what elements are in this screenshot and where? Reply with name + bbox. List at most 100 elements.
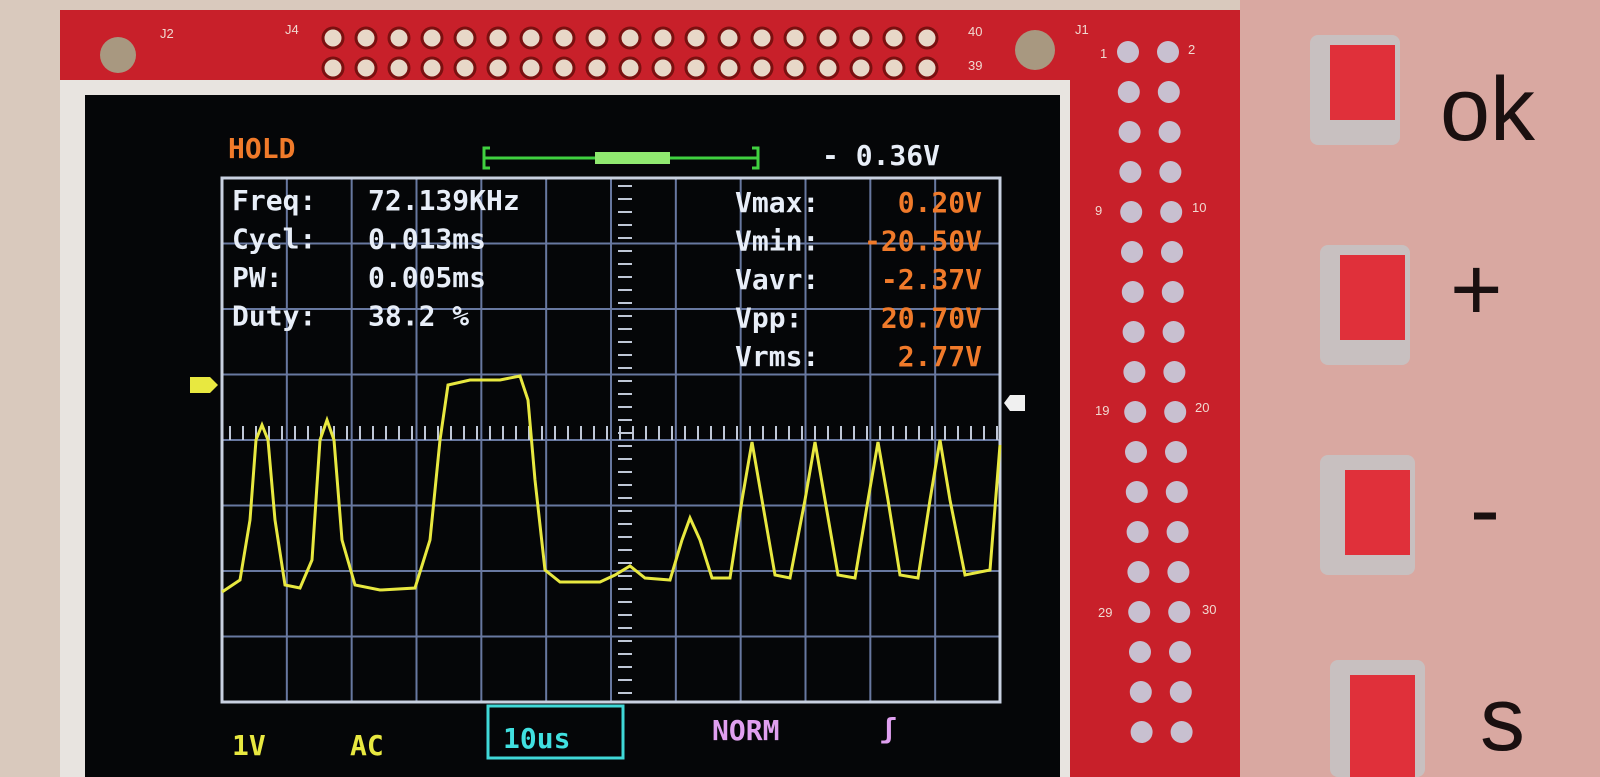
pin: [717, 56, 741, 80]
screw: [100, 37, 136, 73]
pin-header-top: [321, 26, 939, 80]
pin: [1129, 681, 1152, 703]
pin: [1125, 481, 1148, 503]
measure-value: 72.139KHz: [368, 184, 520, 217]
pin: [321, 56, 345, 80]
acrylic-case: [1240, 0, 1600, 777]
pin: [1126, 521, 1149, 543]
trigger-position-bar: [482, 146, 760, 170]
pin: [915, 26, 939, 50]
pin: [651, 26, 675, 50]
pin: [1124, 401, 1147, 423]
board-label: 1: [1100, 46, 1107, 61]
plot-border: [220, 176, 1002, 704]
pin: [1128, 601, 1151, 623]
handwriting: ok: [1440, 60, 1536, 160]
trigger-mode: NORM: [712, 714, 779, 747]
trigger-level: - 0.36V: [822, 139, 940, 172]
board-label: J1: [1075, 22, 1089, 37]
level-marker: [1004, 395, 1025, 411]
measure-value: -2.37V: [881, 263, 982, 296]
measure-value: -20.50V: [864, 225, 982, 258]
measure-value: 20.70V: [881, 302, 982, 335]
measure-value: 2.77V: [898, 340, 982, 373]
pin: [1168, 601, 1191, 623]
pin: [585, 56, 609, 80]
pin: [552, 56, 576, 80]
button-cap: [1345, 470, 1410, 555]
pin: [321, 26, 345, 50]
board-label: 40: [968, 24, 982, 39]
pin: [1117, 41, 1139, 63]
timebase-box[interactable]: [486, 704, 625, 760]
pin: [1164, 401, 1187, 423]
board-label: 2: [1188, 42, 1195, 57]
measure-label: Vrms:: [735, 340, 819, 373]
board-label: 39: [968, 58, 982, 73]
pin: [387, 56, 411, 80]
pin: [816, 26, 840, 50]
pin: [1169, 681, 1192, 703]
time-per-div: 10us: [503, 722, 570, 755]
button-cap: [1350, 675, 1415, 777]
pin: [453, 56, 477, 80]
pin: [1117, 81, 1140, 103]
pin: [1161, 241, 1183, 263]
handwriting: +: [1450, 240, 1503, 340]
pin: [1165, 481, 1188, 503]
pin: [882, 56, 906, 80]
pin: [453, 26, 477, 50]
volts-per-div: 1V: [232, 729, 266, 762]
measure-label: Duty:: [232, 300, 316, 333]
pin: [1165, 441, 1187, 463]
pin: [1123, 361, 1146, 383]
pin: [1158, 121, 1181, 143]
pin: [783, 26, 807, 50]
pin: [684, 56, 708, 80]
pin: [354, 26, 378, 50]
measure-label: Vavr:: [735, 263, 819, 296]
pin: [783, 56, 807, 80]
pin: [519, 56, 543, 80]
pin: [486, 26, 510, 50]
buttons: [1310, 35, 1425, 777]
measure-label: Freq:: [232, 184, 316, 217]
pin: [816, 56, 840, 80]
pin: [1129, 641, 1151, 663]
pin: [618, 26, 642, 50]
board-label: 30: [1202, 602, 1216, 617]
pin: [486, 56, 510, 80]
pin: [684, 26, 708, 50]
handwriting: s: [1480, 670, 1525, 770]
pin: [1130, 721, 1153, 743]
measure-value: 0.005ms: [368, 261, 486, 294]
pin: [1159, 161, 1182, 183]
pin: [585, 26, 609, 50]
pin: [1170, 721, 1193, 743]
coupling: AC: [350, 729, 384, 762]
waveform: [221, 374, 1002, 594]
pin: [1160, 201, 1183, 223]
pin: [1121, 241, 1143, 263]
screen: [85, 95, 1060, 777]
pin: [1118, 121, 1141, 143]
board-label: 20: [1195, 400, 1209, 415]
pin: [1163, 361, 1186, 383]
pin: [552, 26, 576, 50]
board-label: J4: [285, 22, 299, 37]
grid: [222, 178, 1000, 702]
measure-value: 38.2 %: [368, 300, 469, 333]
board-label: 10: [1192, 200, 1206, 215]
pin: [1157, 41, 1179, 63]
button-cap: [1330, 45, 1395, 120]
pin: [1120, 201, 1143, 223]
measure-label: Vmax:: [735, 186, 819, 219]
pin: [1127, 561, 1150, 583]
pin: [1162, 321, 1185, 343]
pin-header-side: [1117, 41, 1193, 743]
pin: [420, 26, 444, 50]
measure-label: Vpp:: [735, 302, 802, 335]
mode: HOLD: [228, 132, 295, 165]
pin: [1166, 521, 1189, 543]
pin: [354, 56, 378, 80]
